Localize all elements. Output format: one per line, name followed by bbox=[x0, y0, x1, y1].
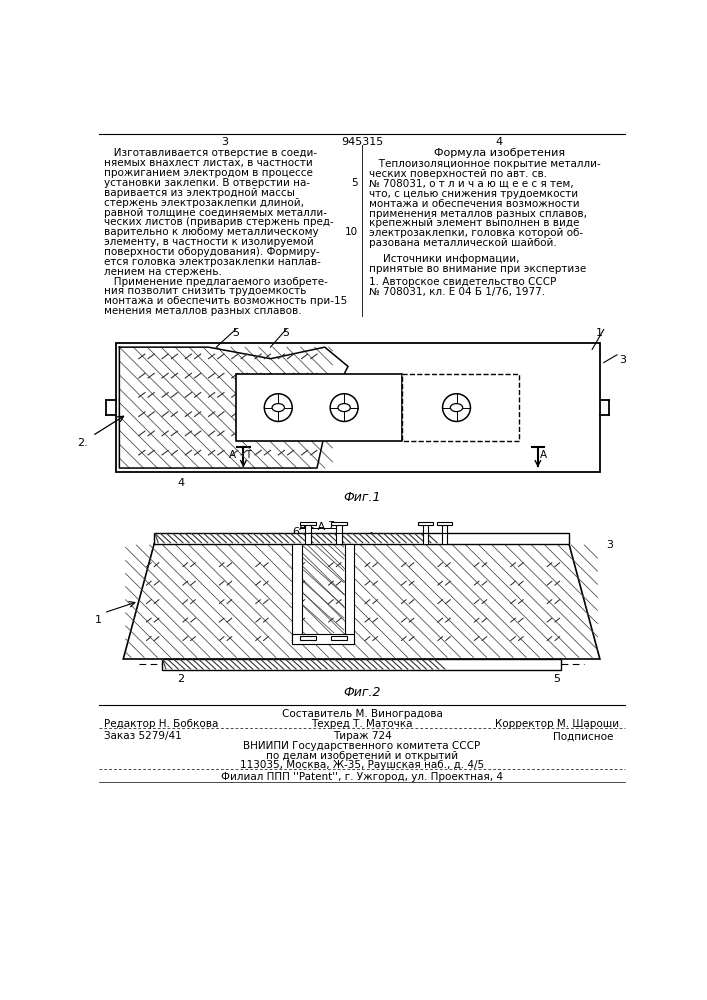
Bar bbox=[345, 544, 354, 644]
Bar bbox=[162, 659, 561, 670]
Bar bbox=[300, 636, 316, 640]
Text: няемых внахлест листах, в частности: няемых внахлест листах, в частности bbox=[104, 158, 312, 168]
Text: монтажа и обеспечения возможности: монтажа и обеспечения возможности bbox=[369, 199, 580, 209]
Polygon shape bbox=[123, 544, 600, 659]
Text: ческих листов (приварив стержень пред-: ческих листов (приварив стержень пред- bbox=[104, 217, 334, 227]
Text: Редактор Н. Бобкова: Редактор Н. Бобкова bbox=[104, 719, 218, 729]
Bar bbox=[337, 523, 341, 533]
Text: 10: 10 bbox=[345, 227, 358, 237]
Bar bbox=[331, 636, 346, 640]
Polygon shape bbox=[119, 347, 348, 468]
Text: ческих поверхностей по авт. св.: ческих поверхностей по авт. св. bbox=[369, 169, 547, 179]
Text: 113035, Москва, Ж-35, Раушская наб., д. 4/5: 113035, Москва, Ж-35, Раушская наб., д. … bbox=[240, 760, 484, 770]
Circle shape bbox=[264, 394, 292, 421]
Bar bbox=[442, 523, 447, 533]
Bar bbox=[235, 374, 402, 441]
Text: А: А bbox=[228, 450, 235, 460]
Text: 3: 3 bbox=[619, 355, 626, 365]
Text: Теплоизоляционное покрытие металли-: Теплоизоляционное покрытие металли- bbox=[369, 159, 601, 169]
Text: 5: 5 bbox=[351, 178, 358, 188]
Bar bbox=[418, 522, 433, 525]
Text: прожиганием электродом в процессе: прожиганием электродом в процессе bbox=[104, 168, 312, 178]
Text: Филиал ППП ''Patent'', г. Ужгород, ул. Проектная, 4: Филиал ППП ''Patent'', г. Ужгород, ул. П… bbox=[221, 772, 503, 782]
Text: Заказ 5279/41: Заказ 5279/41 bbox=[104, 731, 182, 741]
Bar bbox=[402, 374, 518, 441]
Bar bbox=[293, 634, 354, 644]
Text: ВНИИПИ Государственного комитета СССР: ВНИИПИ Государственного комитета СССР bbox=[243, 741, 481, 751]
Text: Составитель М. Виноградова: Составитель М. Виноградова bbox=[281, 709, 443, 719]
Text: 945315: 945315 bbox=[341, 137, 383, 147]
Text: А: А bbox=[540, 450, 547, 460]
Text: варивается из электродной массы: варивается из электродной массы bbox=[104, 188, 295, 198]
Text: 2.: 2. bbox=[78, 438, 88, 448]
Text: 1. Авторское свидетельство СССР: 1. Авторское свидетельство СССР bbox=[369, 277, 556, 287]
Text: стержень электрозаклепки длиной,: стержень электрозаклепки длиной, bbox=[104, 198, 304, 208]
Text: монтажа и обеспечить возможность при-15: монтажа и обеспечить возможность при-15 bbox=[104, 296, 347, 306]
Text: Тираж 724: Тираж 724 bbox=[332, 731, 392, 741]
Text: по делам изобретений и открытий: по делам изобретений и открытий bbox=[266, 751, 458, 761]
Bar bbox=[293, 544, 302, 644]
Text: 1: 1 bbox=[596, 328, 603, 338]
Text: лением на стержень.: лением на стержень. bbox=[104, 267, 222, 277]
Text: Т: Т bbox=[245, 450, 251, 460]
Text: А - А: А - А bbox=[298, 522, 325, 532]
Text: № 708031, о т л и ч а ю щ е е с я тем,: № 708031, о т л и ч а ю щ е е с я тем, bbox=[369, 179, 573, 189]
Text: 3: 3 bbox=[221, 137, 228, 147]
Text: варительно к любому металлическому: варительно к любому металлическому bbox=[104, 227, 318, 237]
Text: 3: 3 bbox=[606, 540, 613, 550]
Text: 5: 5 bbox=[232, 328, 239, 338]
Text: 6: 6 bbox=[293, 527, 300, 537]
Circle shape bbox=[330, 394, 358, 421]
Text: крепежный элемент выполнен в виде: крепежный элемент выполнен в виде bbox=[369, 218, 579, 228]
Bar bbox=[423, 533, 428, 544]
Text: электрозаклепки, головка которой об-: электрозаклепки, головка которой об- bbox=[369, 228, 583, 238]
Text: Изготавливается отверстие в соеди-: Изготавливается отверстие в соеди- bbox=[104, 148, 317, 158]
Text: установки заклепки. В отверстии на-: установки заклепки. В отверстии на- bbox=[104, 178, 310, 188]
Text: 5: 5 bbox=[554, 674, 561, 684]
Bar bbox=[115, 343, 600, 472]
Text: принятые во внимание при экспертизе: принятые во внимание при экспертизе bbox=[369, 264, 586, 274]
Text: равной толщине соединяемых металли-: равной толщине соединяемых металли- bbox=[104, 208, 327, 218]
Text: 4: 4 bbox=[496, 137, 503, 147]
Text: что, с целью снижения трудоемкости: что, с целью снижения трудоемкости bbox=[369, 189, 578, 199]
Text: Применение предлагаемого изобрете-: Применение предлагаемого изобрете- bbox=[104, 277, 328, 287]
Circle shape bbox=[443, 394, 470, 421]
Text: 5: 5 bbox=[283, 328, 289, 338]
Bar bbox=[423, 523, 428, 533]
Ellipse shape bbox=[450, 404, 462, 412]
Text: 4: 4 bbox=[177, 478, 185, 488]
Bar bbox=[300, 522, 316, 525]
Text: 2: 2 bbox=[177, 674, 185, 684]
Bar bbox=[331, 522, 346, 525]
Text: 7: 7 bbox=[327, 521, 334, 531]
Text: ния позволит снизить трудоемкость: ния позволит снизить трудоемкость bbox=[104, 286, 306, 296]
Bar bbox=[305, 533, 310, 544]
Text: Подписное: Подписное bbox=[554, 731, 614, 741]
Text: Корректор М. Шароши: Корректор М. Шароши bbox=[495, 719, 619, 729]
Text: Фиг.2: Фиг.2 bbox=[343, 686, 380, 699]
Text: применения металлов разных сплавов,: применения металлов разных сплавов, bbox=[369, 209, 587, 219]
Ellipse shape bbox=[338, 404, 351, 412]
Text: разована металлической шайбой.: разована металлической шайбой. bbox=[369, 238, 556, 248]
Text: 4: 4 bbox=[366, 532, 373, 542]
Ellipse shape bbox=[272, 404, 284, 412]
Text: Фиг.1: Фиг.1 bbox=[343, 491, 380, 504]
Bar bbox=[305, 523, 310, 533]
Bar bbox=[337, 533, 341, 544]
Text: элементу, в частности к изолируемой: элементу, в частности к изолируемой bbox=[104, 237, 314, 247]
Text: Источники информации,: Источники информации, bbox=[383, 254, 520, 264]
Text: Техред Т. Маточка: Техред Т. Маточка bbox=[311, 719, 413, 729]
Text: 1: 1 bbox=[95, 615, 102, 625]
Text: поверхности оборудования). Формиру-: поверхности оборудования). Формиру- bbox=[104, 247, 320, 257]
Bar bbox=[442, 533, 447, 544]
Bar bbox=[437, 522, 452, 525]
Bar bbox=[154, 533, 569, 544]
Text: ется головка электрозаклепки наплав-: ется головка электрозаклепки наплав- bbox=[104, 257, 321, 267]
Text: Формула изобретения: Формула изобретения bbox=[433, 148, 565, 158]
Text: менения металлов разных сплавов.: менения металлов разных сплавов. bbox=[104, 306, 301, 316]
Text: № 708031, кл. Е 04 Б 1/76, 1977.: № 708031, кл. Е 04 Б 1/76, 1977. bbox=[369, 287, 545, 297]
